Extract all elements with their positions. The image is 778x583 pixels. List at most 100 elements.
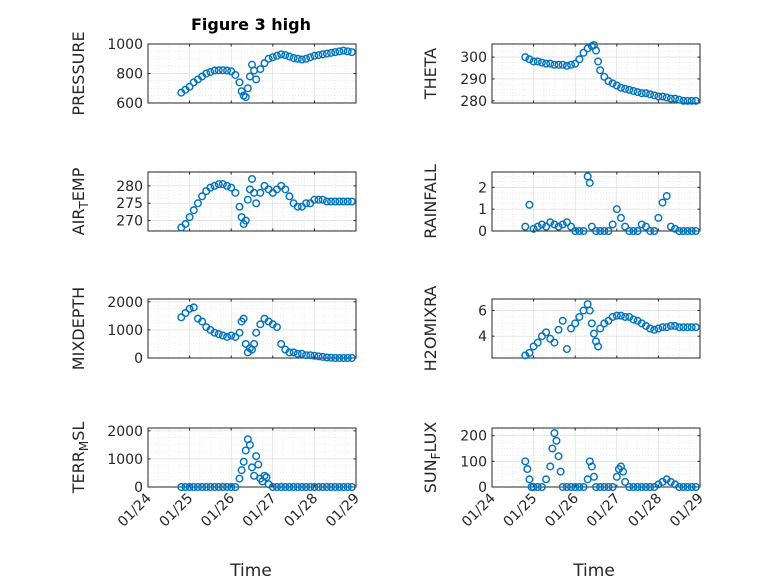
data-point	[575, 55, 584, 64]
data-point	[250, 339, 259, 348]
data-point	[297, 55, 306, 64]
axes-frame	[491, 171, 701, 232]
data-point	[223, 181, 232, 190]
data-point	[675, 226, 684, 235]
data-point	[268, 53, 277, 62]
data-point	[542, 328, 551, 337]
data-point	[666, 321, 675, 330]
data-point	[542, 59, 551, 68]
data-point	[227, 331, 236, 340]
data-point	[621, 312, 630, 321]
data-point	[327, 197, 336, 206]
data-point	[297, 349, 306, 358]
data-point	[331, 197, 340, 206]
data-point	[546, 218, 555, 227]
data-point	[331, 483, 340, 492]
data-point	[546, 462, 555, 471]
data-point	[223, 332, 232, 341]
x-tick-label: 01/27	[240, 491, 280, 531]
data-point	[525, 200, 534, 209]
data-point	[691, 226, 700, 235]
data-point	[587, 222, 596, 231]
x-tick-label: 01/25	[157, 491, 197, 531]
y-tick-label: 4	[478, 329, 487, 345]
data-point	[322, 197, 331, 206]
data-point	[214, 330, 223, 339]
data-point	[293, 483, 302, 492]
data-point	[592, 483, 601, 492]
x-axis-label-right: Time	[572, 561, 615, 581]
data-point	[339, 197, 348, 206]
data-point	[562, 483, 571, 492]
data-point	[285, 52, 294, 61]
data-point	[548, 444, 557, 453]
data-point	[650, 226, 659, 235]
data-point	[252, 328, 261, 337]
data-point	[529, 224, 538, 233]
x-tick-label: 01/29	[323, 491, 363, 531]
data-point	[254, 460, 263, 469]
data-point	[302, 199, 311, 208]
x-tick-label: 01/29	[667, 491, 707, 531]
data-point	[339, 483, 348, 492]
data-point	[185, 213, 194, 222]
data-point	[550, 60, 559, 69]
data-point	[646, 90, 655, 99]
y-tick-label: 2000	[107, 424, 143, 440]
x-axis-label-left: Time	[229, 561, 272, 581]
data-point	[193, 199, 202, 208]
x-tick-label: 01/28	[281, 491, 321, 531]
data-point	[679, 226, 688, 235]
data-point	[625, 226, 634, 235]
subplot-2: 280 290 300 THETA	[421, 41, 701, 110]
data-point	[594, 57, 603, 66]
data-point	[629, 226, 638, 235]
data-point	[691, 483, 700, 492]
y-tick-label: 2000	[107, 295, 143, 311]
data-point	[331, 354, 340, 363]
data-point	[293, 54, 302, 63]
data-point	[327, 353, 336, 362]
data-point	[658, 323, 667, 332]
data-point	[198, 317, 207, 326]
data-point	[646, 483, 655, 492]
data-point	[343, 47, 352, 56]
data-point	[546, 59, 555, 68]
subplot-4: 0 1 2 RAINFALL	[421, 164, 701, 240]
data-point	[247, 174, 256, 183]
data-point	[297, 483, 306, 492]
data-point	[318, 483, 327, 492]
data-point	[252, 199, 261, 208]
data-point	[633, 88, 642, 97]
data-point	[239, 457, 248, 466]
data-point	[202, 69, 211, 78]
y-tick-label: 0	[478, 480, 487, 496]
data-point	[214, 483, 223, 492]
y-tick-label: 270	[116, 214, 143, 230]
data-point	[335, 354, 344, 363]
data-point	[206, 483, 215, 492]
data-point	[629, 315, 638, 324]
data-point	[181, 483, 190, 492]
data-point	[214, 180, 223, 189]
data-point	[621, 477, 630, 486]
data-point	[562, 61, 571, 70]
data-point	[608, 79, 617, 88]
data-point	[671, 321, 680, 330]
y-tick-label: 1000	[107, 452, 143, 468]
data-point	[612, 472, 621, 481]
data-point	[662, 323, 671, 332]
data-point	[347, 483, 356, 492]
data-point	[571, 319, 580, 328]
data-point	[619, 467, 628, 476]
y-tick-label: 800	[116, 67, 143, 83]
data-point	[241, 339, 250, 348]
data-point	[571, 483, 580, 492]
data-point	[629, 86, 638, 95]
y-axis-label: TERRMSL	[69, 422, 91, 495]
data-point	[625, 85, 634, 94]
data-point	[637, 483, 646, 492]
y-tick-label: 300	[460, 50, 487, 66]
data-point	[550, 220, 559, 229]
